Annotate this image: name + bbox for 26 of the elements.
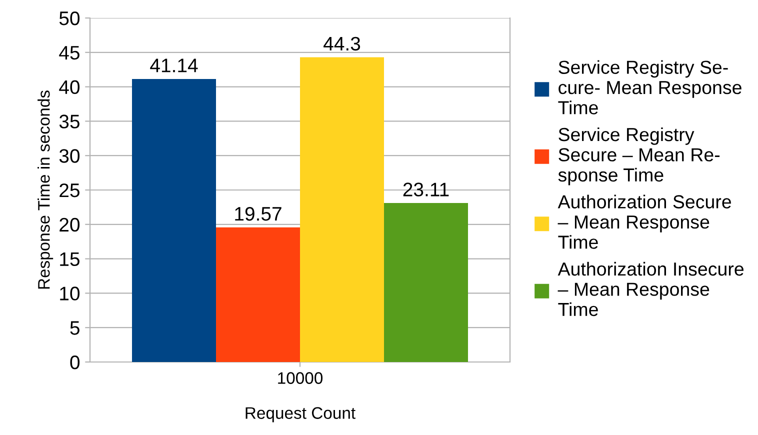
bar: [216, 227, 300, 362]
y-tick-label: 20: [60, 218, 80, 232]
y-tick-label: 0: [70, 355, 80, 370]
bar: [132, 78, 216, 362]
y-tick-label: 45: [59, 46, 80, 60]
y-tick-label: 40: [59, 80, 80, 94]
y-tick-label: 35: [59, 114, 80, 128]
bar: [384, 203, 468, 362]
data-label: 19.57: [235, 206, 282, 221]
y-tick-label: 15: [60, 252, 80, 266]
y-tick-label: 5: [70, 321, 80, 335]
y-tick-label: 10: [60, 286, 80, 300]
data-label: 41.14: [150, 58, 198, 72]
y-axis-title: Response Time in seconds: [38, 90, 54, 289]
y-tick-label: 25: [60, 183, 80, 198]
y-tick-label: 50: [59, 11, 80, 26]
data-label: 23.11: [403, 182, 449, 196]
legend-label: Service Registry Secure – Mean Re- sponse Time: [558, 127, 720, 186]
bar: [300, 57, 384, 362]
data-label: 44.3: [324, 36, 360, 51]
legend-label: Authorization Secure – Mean Response Time: [558, 194, 731, 249]
x-tick-label: 10000: [278, 372, 323, 384]
y-tick-label: 30: [59, 149, 80, 163]
legend-label: Authorization Insecure – Mean Response Time: [558, 262, 744, 316]
legend-label: Service Registry Se- cure- Mean Response Time: [558, 60, 742, 114]
x-axis-title: Request Count: [246, 407, 356, 422]
